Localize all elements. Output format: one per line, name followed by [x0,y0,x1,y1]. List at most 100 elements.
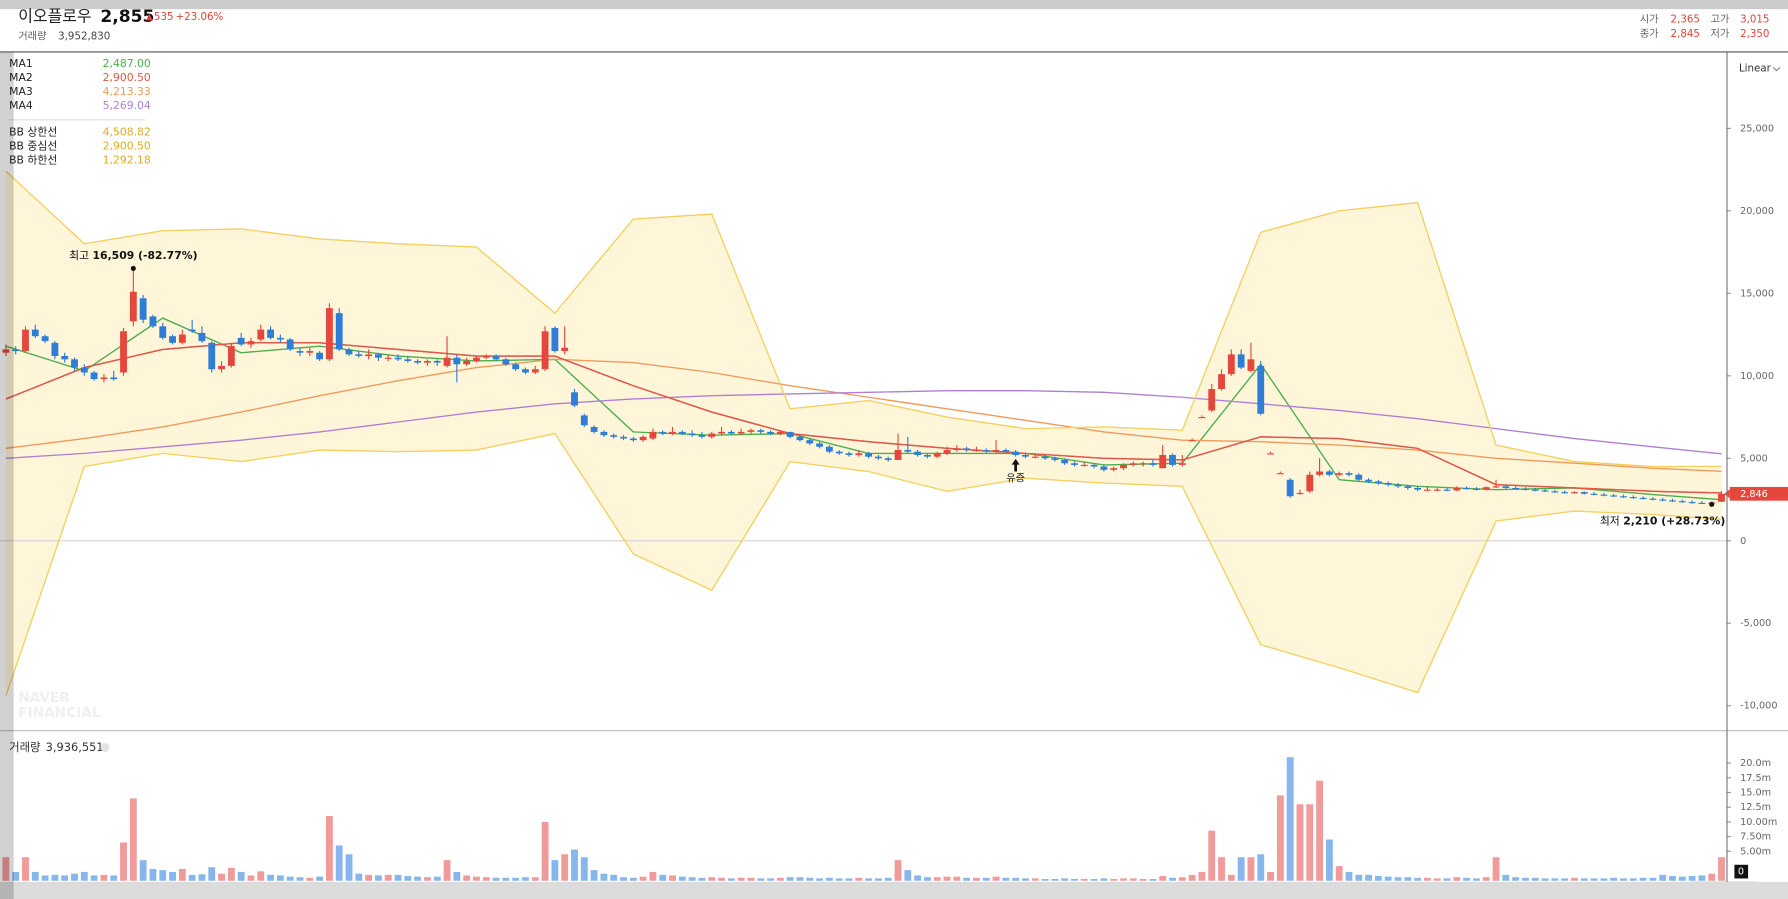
volume-bar [1041,878,1049,881]
volume-bar [1139,878,1147,881]
volume-bar [1414,877,1422,881]
candle-body [1610,495,1618,497]
candle-body [1218,374,1225,390]
volume-bar [1669,876,1676,881]
volume-bar [522,877,529,881]
legend-value: 5,269.04 [103,99,151,112]
event-arrow [1011,458,1020,472]
volume-bar [1571,877,1578,881]
volume-bar [129,798,137,881]
candle-body [1414,487,1422,490]
candle-body [149,316,157,327]
volume-bar [1482,877,1490,881]
volume-bar [747,877,755,881]
candle-body [355,354,363,357]
volume-bar [375,875,382,881]
price-change-rate: +23.06% [176,11,224,23]
candle-body [433,360,441,363]
legend-value: 2,900.50 [103,140,151,153]
candle-body [1031,456,1039,458]
candle-body [247,341,255,345]
candle-body [1355,474,1363,480]
annotation-label: 최저 [1600,514,1620,527]
candle-body [1110,468,1118,470]
date-axis-bar [0,881,1788,899]
candle-body [1541,490,1549,492]
volume-bar [2,857,10,881]
candle-body [1502,486,1510,488]
candle-body [482,356,490,358]
volume-bar [100,874,108,881]
volume-bar [1649,877,1657,881]
candle-body [688,433,696,436]
candle-body [1473,488,1480,490]
event-label: 유증 [1006,472,1025,484]
candle-body [384,357,392,359]
volume-bar [178,868,186,881]
volume-bar [1325,839,1333,881]
candle-body [1198,417,1206,419]
plot: 25,000 20,000 15,000 10,000 5,000 0 -5,000 -10,… [0,57,1788,899]
y-tick-label: 5,000 [1740,453,1768,464]
volume-bar [1090,878,1098,881]
candle-body [473,357,480,361]
candle-body [1237,354,1245,368]
candle-body [992,450,1000,452]
y-tick-label: 15,000 [1740,288,1774,299]
candle-body [1492,486,1500,488]
candle-body [924,454,931,457]
volume-header: 거래량 3,936,551 [9,740,110,754]
volume-bar [1433,878,1441,881]
volume-bar [247,875,255,881]
candle-body [727,431,735,434]
candle-body [188,329,196,332]
candle-body [1433,489,1441,491]
stock-price: 2,855 [100,7,154,27]
scale-mode-chevron[interactable] [1772,66,1781,72]
volume-bar [1061,878,1069,881]
ohlc-value: 2,365 [1671,13,1700,25]
volume-bar [237,871,245,881]
volume-bar [600,873,608,881]
volume-bar [1129,878,1137,881]
volume-bar [835,878,843,881]
indicator-line [5,170,1722,468]
scale-mode[interactable]: Linear [1739,62,1772,74]
candle-body [1286,479,1294,497]
volume-bar [1080,878,1088,881]
candle-body [659,431,667,434]
volume-bar [335,845,343,881]
settings-icon[interactable] [100,742,110,752]
volume-bar [1639,877,1647,881]
volume-bar [325,816,333,881]
volume-bar [669,875,676,881]
volume-bar [924,877,931,881]
candle-body [1482,487,1490,490]
volume-bar [61,875,69,881]
volume-bar [365,874,373,881]
volume-bar [1404,877,1412,881]
volume-bar [1051,878,1059,881]
candle-body [522,369,529,373]
legend-value: 2,900.50 [103,71,151,84]
candle-body [1051,458,1059,460]
top-frame [0,0,1788,10]
volume-value: 3,952,830 [58,31,110,43]
candle-body [1404,486,1412,488]
volume-bar [1463,877,1471,881]
price-change: 535 [154,11,174,23]
volume-bar [1374,876,1382,881]
candle-body [1522,488,1529,490]
legend-name: MA1 [9,57,33,70]
candle-body [1169,454,1176,465]
volume-bar [865,878,873,881]
volume-bar [1384,876,1392,881]
candle-body [1384,483,1392,485]
volume-bar [1688,876,1696,881]
volume-label: 거래량 [18,31,47,43]
volume-bar [463,875,471,881]
candle-body [708,433,716,437]
volume-bar [1002,877,1010,881]
candle-body [855,453,863,455]
